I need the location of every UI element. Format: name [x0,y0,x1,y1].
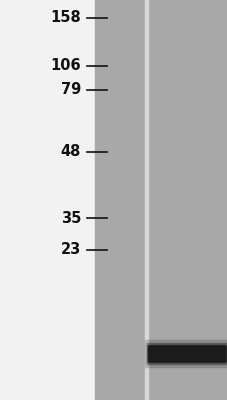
Text: 35: 35 [60,210,81,226]
FancyBboxPatch shape [148,346,225,362]
Text: 48: 48 [60,144,81,160]
Text: 158: 158 [50,10,81,26]
FancyBboxPatch shape [148,345,225,363]
FancyBboxPatch shape [146,343,227,365]
Bar [94,0,144,400]
Text: 106: 106 [50,58,81,74]
Text: 23: 23 [60,242,81,258]
Text: 79: 79 [60,82,81,98]
FancyBboxPatch shape [145,340,227,368]
Bar [144,0,147,400]
Bar [147,0,227,400]
